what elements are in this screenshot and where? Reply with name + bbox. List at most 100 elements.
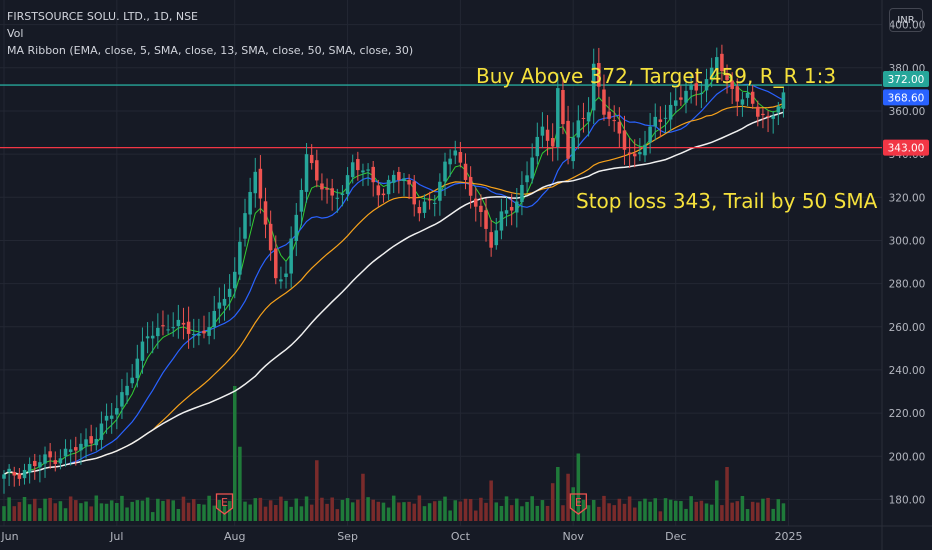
- candle-body: [566, 120, 570, 159]
- candle-body: [663, 117, 668, 119]
- candle-body: [340, 193, 345, 196]
- candle-body: [474, 198, 478, 207]
- candle-body: [294, 214, 299, 241]
- candle-body: [479, 205, 483, 212]
- candle-body: [720, 53, 724, 72]
- time-tick-label: Sep: [337, 530, 358, 543]
- volume-bar: [771, 508, 775, 521]
- candle-body: [79, 443, 83, 451]
- time-axis[interactable]: Jun Jul Aug Sep Oct Nov Dec 2025: [0, 530, 802, 543]
- candle-body: [84, 439, 88, 447]
- price-tick-label: 360.00: [889, 106, 926, 118]
- candle-body: [397, 171, 401, 181]
- volume-bar: [479, 497, 483, 521]
- volume-bar: [586, 505, 591, 521]
- volume-bar: [263, 506, 268, 521]
- price-tick-label: 320.00: [889, 192, 926, 204]
- candle-body: [381, 193, 386, 196]
- volume-indicator-label[interactable]: Vol: [7, 27, 24, 40]
- candle-body: [627, 152, 632, 155]
- volume-bar: [673, 500, 678, 521]
- stop-annotation: Stop loss 343, Trail by 50 SMA: [576, 189, 878, 213]
- candle-body: [653, 116, 658, 127]
- candle-body: [7, 468, 11, 472]
- volume-bar: [232, 386, 237, 521]
- volume-bar: [166, 499, 170, 521]
- earnings-icon: [569, 493, 587, 515]
- volume-bar: [422, 506, 427, 521]
- candle-body: [432, 202, 437, 204]
- volume-bar: [279, 496, 283, 521]
- volume-bar: [22, 496, 27, 521]
- candle-body: [248, 191, 252, 215]
- volume-bar: [320, 497, 324, 521]
- volume-bar: [504, 496, 509, 521]
- volume-bar: [7, 497, 11, 521]
- candle-body: [427, 199, 432, 201]
- candle-body: [776, 106, 781, 113]
- volume-bar: [335, 509, 340, 521]
- candle-body: [217, 302, 222, 309]
- candle-body: [468, 176, 473, 196]
- earnings-marker: E: [215, 493, 234, 515]
- volume-bar: [407, 501, 411, 521]
- volume-bar: [376, 501, 381, 521]
- candle-body: [412, 181, 416, 205]
- candle-body: [212, 310, 217, 327]
- volume-bar: [268, 500, 273, 521]
- candle-body: [197, 333, 201, 336]
- volume-bar: [735, 501, 740, 521]
- volume-bar: [371, 499, 375, 521]
- candle-body: [750, 91, 755, 104]
- candle-body: [545, 129, 550, 141]
- candle-body: [145, 336, 150, 339]
- volume-bar: [340, 499, 345, 521]
- candle-body: [135, 358, 140, 379]
- volume-bar: [356, 499, 360, 521]
- candle-body: [391, 174, 396, 183]
- time-tick-label: Dec: [665, 530, 686, 543]
- sma13-line: [3, 83, 784, 476]
- candle-body: [22, 469, 27, 479]
- volume-bar: [694, 501, 699, 521]
- candle-body: [648, 126, 652, 143]
- volume-bar: [658, 511, 663, 521]
- currency-button[interactable]: INR: [889, 8, 923, 32]
- price-tag-label: 343.00: [888, 143, 925, 155]
- candle-body: [130, 377, 134, 384]
- volume-bar: [99, 503, 104, 521]
- candle-body: [494, 230, 499, 246]
- volume-bar: [94, 495, 99, 521]
- volume-bar: [468, 499, 473, 521]
- candle-body: [520, 184, 524, 203]
- candle-body: [330, 188, 334, 196]
- symbol-title[interactable]: FIRSTSOURCE SOLU. LTD., 1D, NSE: [7, 10, 199, 23]
- candle-body: [304, 154, 309, 192]
- volume-bar: [289, 506, 293, 521]
- volume-bar: [704, 503, 709, 521]
- price-tick-label: 280.00: [889, 279, 926, 291]
- volume-bar: [571, 487, 575, 521]
- volume-bar: [48, 497, 52, 521]
- candle-body: [2, 474, 6, 479]
- volume-bar: [602, 495, 606, 521]
- volume-bar: [566, 473, 570, 521]
- candle-body: [386, 179, 391, 195]
- candle-body: [207, 327, 211, 336]
- candle-body: [258, 168, 263, 199]
- volume-bar: [120, 495, 124, 521]
- volume-bar: [740, 495, 745, 521]
- ma-ribbon-indicator-label[interactable]: MA Ribbon (EMA, close, 5, SMA, close, 13…: [7, 44, 414, 57]
- candle-body: [99, 423, 104, 440]
- candle-body: [735, 86, 740, 102]
- volume-bar: [125, 507, 129, 521]
- candle-body: [715, 57, 719, 70]
- volume-bar: [617, 498, 622, 521]
- candle-body: [576, 120, 581, 138]
- volume-bar: [150, 512, 155, 521]
- candle-body: [53, 460, 58, 464]
- candle-body: [632, 153, 637, 157]
- candle-body: [638, 152, 642, 155]
